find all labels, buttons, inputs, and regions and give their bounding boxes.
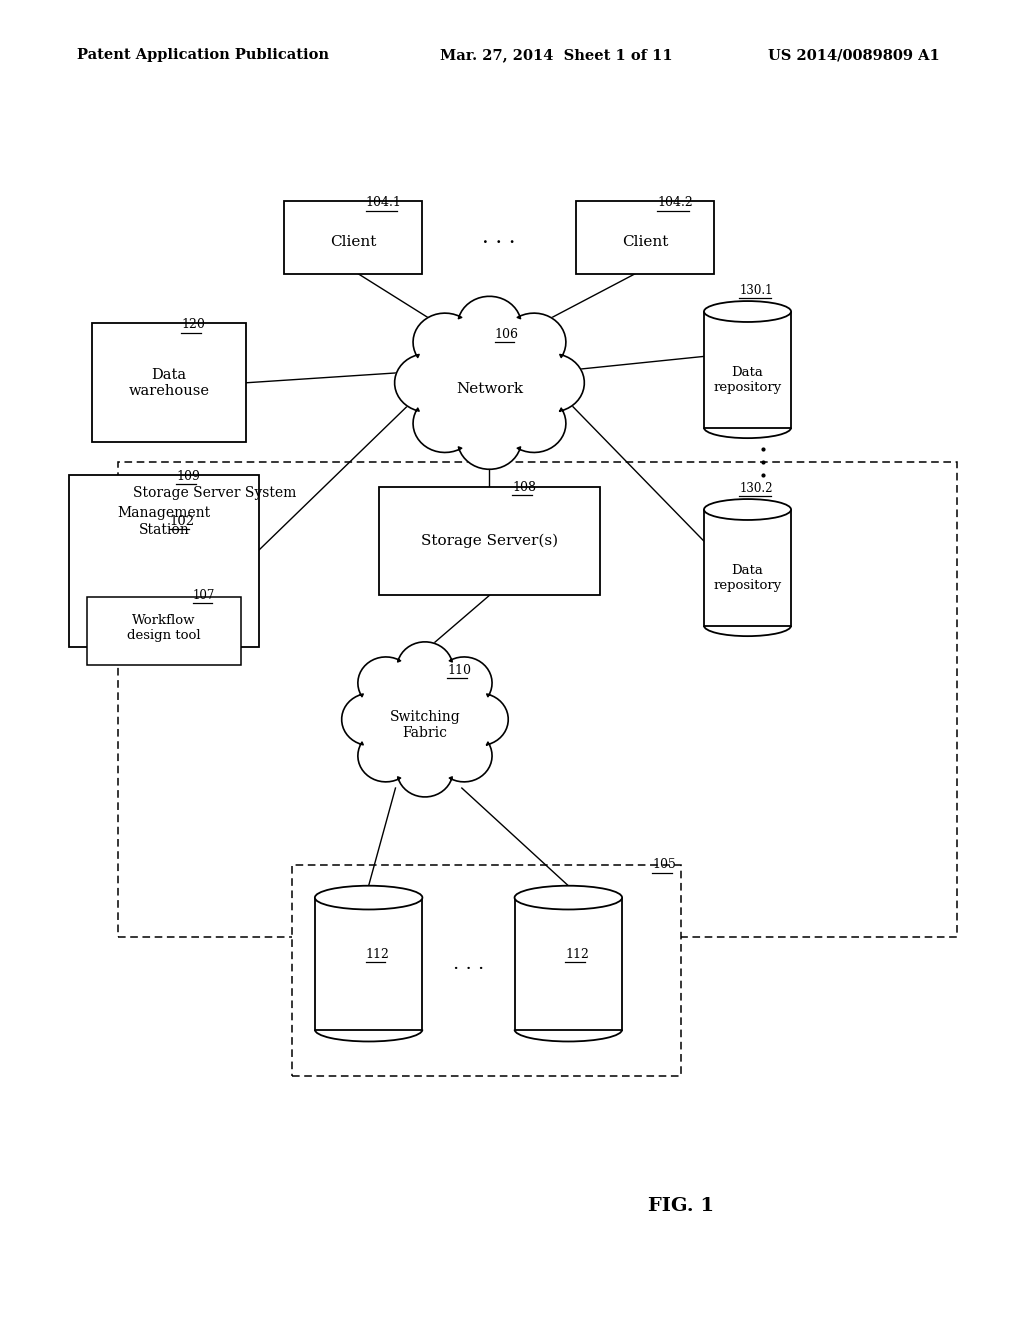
- Text: 112: 112: [565, 948, 589, 961]
- Text: 107: 107: [193, 589, 215, 602]
- Text: . . .: . . .: [482, 228, 515, 247]
- Ellipse shape: [515, 886, 623, 909]
- Polygon shape: [394, 297, 585, 469]
- FancyBboxPatch shape: [87, 597, 241, 665]
- Ellipse shape: [705, 301, 791, 322]
- Text: Storage Server(s): Storage Server(s): [421, 535, 558, 548]
- Text: Storage Server System: Storage Server System: [133, 486, 297, 500]
- FancyBboxPatch shape: [379, 487, 600, 595]
- Text: 109: 109: [176, 470, 200, 483]
- Text: Workflow
design tool: Workflow design tool: [127, 614, 201, 643]
- Text: 130.2: 130.2: [739, 482, 773, 495]
- Text: 105: 105: [652, 858, 676, 871]
- Text: 104.1: 104.1: [366, 197, 401, 209]
- Text: 106: 106: [495, 327, 518, 341]
- Text: 110: 110: [447, 664, 471, 677]
- Text: 130.1: 130.1: [739, 284, 773, 297]
- Text: Management
Station: Management Station: [118, 507, 210, 536]
- Text: Data
repository: Data repository: [714, 366, 781, 395]
- Text: Switching
Fabric: Switching Fabric: [389, 710, 461, 739]
- Ellipse shape: [315, 886, 423, 909]
- FancyBboxPatch shape: [515, 898, 623, 1030]
- Text: Data
repository: Data repository: [714, 564, 781, 593]
- Text: Data
warehouse: Data warehouse: [128, 368, 210, 397]
- Text: 104.2: 104.2: [657, 197, 693, 209]
- Text: Patent Application Publication: Patent Application Publication: [77, 49, 329, 62]
- FancyBboxPatch shape: [705, 510, 791, 626]
- Text: 108: 108: [512, 480, 536, 494]
- FancyBboxPatch shape: [575, 201, 715, 275]
- Text: . . .: . . .: [454, 954, 484, 973]
- FancyBboxPatch shape: [315, 898, 422, 1030]
- Text: FIG. 1: FIG. 1: [648, 1197, 714, 1216]
- Ellipse shape: [705, 499, 791, 520]
- Text: Client: Client: [622, 235, 669, 248]
- Text: US 2014/0089809 A1: US 2014/0089809 A1: [768, 49, 940, 62]
- Text: 120: 120: [181, 318, 205, 331]
- Text: Client: Client: [330, 235, 377, 248]
- FancyBboxPatch shape: [705, 312, 791, 428]
- FancyBboxPatch shape: [292, 865, 681, 1076]
- FancyBboxPatch shape: [118, 462, 957, 937]
- Text: 102: 102: [169, 515, 195, 528]
- Text: Network: Network: [456, 383, 523, 396]
- FancyBboxPatch shape: [70, 475, 258, 647]
- FancyBboxPatch shape: [92, 323, 246, 442]
- Polygon shape: [342, 642, 508, 797]
- Text: 112: 112: [366, 948, 389, 961]
- FancyBboxPatch shape: [284, 201, 422, 275]
- Text: Mar. 27, 2014  Sheet 1 of 11: Mar. 27, 2014 Sheet 1 of 11: [440, 49, 673, 62]
